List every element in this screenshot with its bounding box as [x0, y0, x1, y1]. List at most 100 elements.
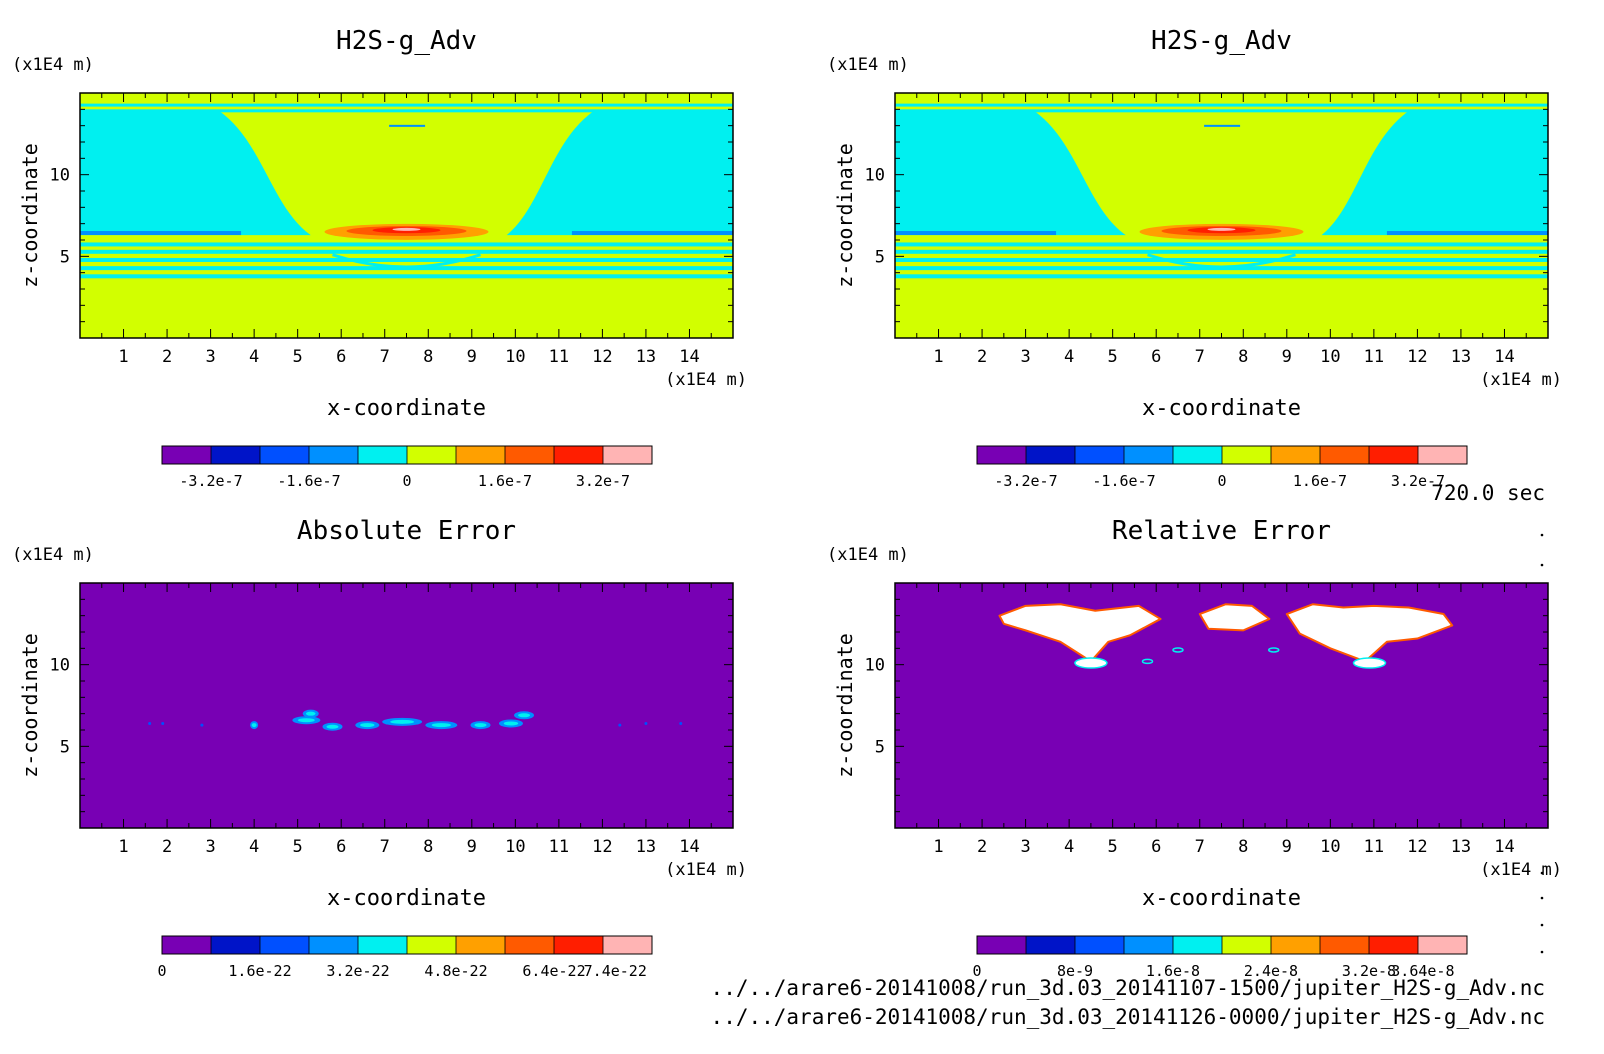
y-tick-label: 10 [50, 656, 70, 676]
colorbar-swatch [1369, 446, 1419, 464]
colorbar-swatch [554, 446, 604, 464]
colorbar-tick-label: 6.4e-22 [522, 962, 585, 980]
colorbar-swatch [1124, 936, 1174, 954]
colorbar-swatch [1173, 446, 1223, 464]
colorbar-swatch [505, 446, 555, 464]
margin-dot-5 [1540, 950, 1544, 954]
colorbar-swatch [977, 936, 1027, 954]
band-top-2 [80, 109, 733, 113]
y-axis-label: z-coordinate [833, 633, 857, 778]
colorbar-tick-label: 3.2e-8 [1342, 962, 1396, 980]
colorbar-tick-label: 3.2e-7 [1391, 472, 1445, 490]
stripe-0 [80, 242, 733, 247]
panel-3: Absolute Error(x1E4 m)1 2 3 4 5 6 7 8 9 10 11 12 13 1… [12, 516, 747, 980]
blue-band-right [571, 231, 733, 236]
y-tick-label: 10 [865, 166, 885, 186]
colorbar-swatch [1320, 446, 1370, 464]
y-axis-label: z-coordinate [833, 143, 857, 288]
colorbar-swatch [211, 936, 261, 954]
x-tick-label: 9 [467, 347, 477, 367]
colorbar-swatch [1075, 936, 1125, 954]
x-tick-label: 8 [423, 347, 433, 367]
y-tick-label: 10 [50, 166, 70, 186]
stripe-0 [895, 242, 1548, 247]
colorbar-swatch [1418, 446, 1468, 464]
x-tick-label: 7 [380, 347, 390, 367]
x-tick-label: 3 [205, 837, 215, 857]
colorbar-swatch [1075, 446, 1125, 464]
x-tick-label: 5 [293, 347, 303, 367]
y-tick-label: 5 [60, 737, 70, 757]
err-blob-inner-2 [360, 723, 375, 728]
colorbar-swatch [407, 446, 457, 464]
x-tick-label: 12 [1407, 347, 1427, 367]
colorbar-tick-label: 3.2e-22 [326, 962, 389, 980]
y-unit-label: (x1E4 m) [12, 55, 94, 75]
panel-title: H2S-g_Adv [1151, 26, 1292, 56]
cyan-lobe-right [1321, 110, 1548, 236]
x-axis-label: x-coordinate [327, 396, 486, 421]
colorbar-swatch [162, 936, 212, 954]
rel-error-lobe-0 [1074, 657, 1108, 669]
colorbar-tick-label: 0 [157, 962, 166, 980]
blue-band-left [895, 231, 1057, 236]
x-tick-label: 12 [592, 837, 612, 857]
y-tick-label: 5 [875, 247, 885, 267]
colorbar-swatch [1271, 936, 1321, 954]
colorbar-swatch [1222, 446, 1272, 464]
panel-2: H2S-g_Adv(x1E4 m)1 2 3 4 5 6 7 8 9 10 11 12 13 14510(… [827, 26, 1562, 490]
x-tick-label: 12 [592, 347, 612, 367]
colorbar-tick-label: 8e-9 [1057, 962, 1093, 980]
band-top-1 [80, 103, 733, 107]
err-blob-inner-9 [251, 723, 257, 728]
colorbar-swatch [1222, 936, 1272, 954]
colorbar-tick-label: 0 [1217, 472, 1226, 490]
x-tick-label: 14 [679, 837, 699, 857]
rel-error-speck-0 [1141, 658, 1154, 665]
x-tick-label: 2 [162, 347, 172, 367]
x-tick-label: 13 [636, 837, 656, 857]
x-axis-label: x-coordinate [1142, 886, 1301, 911]
field-background [80, 583, 733, 828]
x-tick-label: 9 [1282, 837, 1292, 857]
colorbar-tick-label: 3.64e-8 [1391, 962, 1454, 980]
blob-pink [392, 227, 421, 231]
x-tick-label: 2 [162, 837, 172, 857]
x-tick-label: 9 [1282, 347, 1292, 367]
colorbar-tick-label: 1.6e-7 [1293, 472, 1347, 490]
colorbar-swatch [407, 936, 457, 954]
cyan-lobe-left [895, 110, 1126, 236]
blue-band-right [1386, 231, 1548, 236]
x-tick-label: 10 [505, 347, 525, 367]
x-tick-label: 9 [467, 837, 477, 857]
rel-error-cloud-0 [998, 603, 1162, 663]
rel-error-lobe-1 [1352, 657, 1387, 669]
colorbar-swatch [309, 936, 359, 954]
x-tick-label: 3 [1020, 837, 1030, 857]
panel-1: H2S-g_Adv(x1E4 m)1 2 3 4 5 6 7 8 9 10 11 12 13 14510(… [12, 26, 747, 490]
x-tick-label: 10 [505, 837, 525, 857]
colorbar-swatch [505, 936, 555, 954]
small-band [389, 124, 426, 127]
x-unit-label: (x1E4 m) [1480, 860, 1562, 880]
panel-title: Relative Error [1112, 516, 1331, 546]
err-speck-5 [679, 721, 683, 725]
file-path-2: ../../arare6-20141008/run_3d.03_20141126… [711, 1005, 1545, 1029]
x-tick-label: 5 [293, 837, 303, 857]
x-axis-label: x-coordinate [1142, 396, 1301, 421]
colorbar-swatch [456, 446, 506, 464]
colorbar-tick-label: -1.6e-7 [1092, 472, 1155, 490]
x-tick-label: 1 [118, 837, 128, 857]
colorbar-swatch [1320, 936, 1370, 954]
x-unit-label: (x1E4 m) [1480, 370, 1562, 390]
x-tick-label: 13 [1451, 837, 1471, 857]
cyan-lobe-left [80, 110, 311, 236]
colorbar-tick-label: 1.6e-7 [478, 472, 532, 490]
y-tick-label: 5 [875, 737, 885, 757]
x-tick-label: 14 [1494, 837, 1514, 857]
y-unit-label: (x1E4 m) [827, 55, 909, 75]
x-tick-label: 12 [1407, 837, 1427, 857]
margin-dot-1 [1540, 563, 1544, 567]
y-unit-label: (x1E4 m) [12, 545, 94, 565]
colorbar-swatch [1124, 446, 1174, 464]
